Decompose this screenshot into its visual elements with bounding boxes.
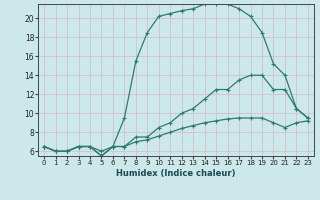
X-axis label: Humidex (Indice chaleur): Humidex (Indice chaleur) (116, 169, 236, 178)
